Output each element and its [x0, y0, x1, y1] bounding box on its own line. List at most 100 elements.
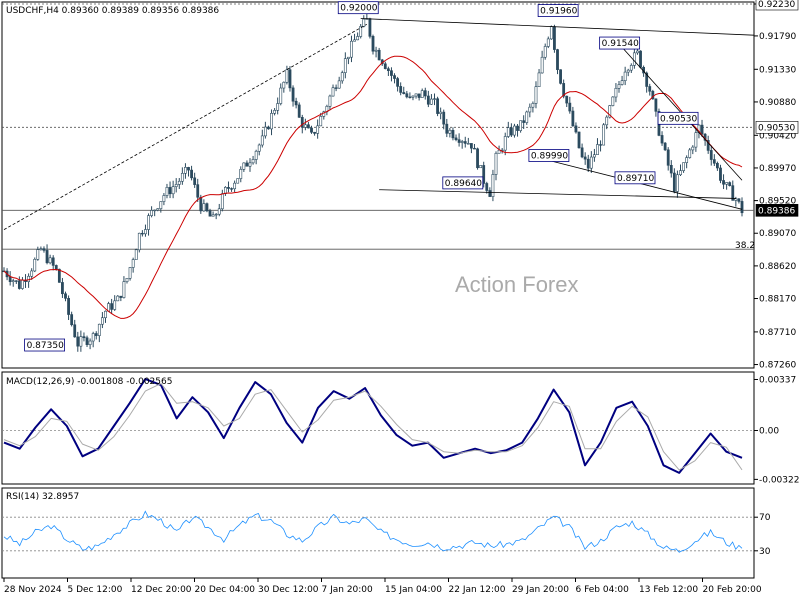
candle-body: [248, 162, 252, 167]
candle-body: [27, 275, 31, 282]
candle-body: [291, 87, 295, 102]
candle-body: [196, 184, 200, 198]
candle-body: [17, 280, 21, 289]
candle-body: [577, 131, 581, 149]
price-annotation-box: [528, 149, 570, 162]
candle-body: [426, 95, 430, 105]
candle-body: [589, 156, 593, 169]
candle-body: [187, 167, 190, 171]
candle-body: [522, 120, 526, 123]
candle-body: [171, 186, 175, 195]
price-level-box: [755, 121, 799, 134]
price-annotation-label: 0.89990: [531, 152, 568, 162]
candle-body: [356, 36, 360, 41]
trend-line-bottom: [379, 189, 736, 199]
candle-body: [11, 280, 15, 282]
candle-body: [73, 324, 77, 338]
candle-body: [519, 120, 523, 131]
x-tick-label: 6 Feb 04:00: [576, 585, 630, 595]
candle-body: [131, 259, 135, 268]
candle-body: [605, 116, 609, 126]
candle-body: [694, 132, 698, 148]
price-tick-label: 0.88620: [759, 262, 796, 272]
candle-body: [368, 18, 372, 37]
candle-body: [669, 164, 673, 174]
price-annotation-label: 0.89640: [445, 179, 482, 189]
candle-body: [466, 143, 470, 145]
candle-body: [706, 140, 710, 151]
x-tick-label: 28 Nov 2024: [4, 585, 62, 595]
candle-body: [734, 198, 738, 201]
candle-body: [79, 336, 83, 347]
candle-body: [91, 333, 95, 342]
candle-body: [8, 276, 12, 282]
candle-body: [300, 117, 304, 128]
candle-body: [227, 187, 230, 189]
rsi-panel-frame: [1, 487, 755, 579]
candle-body: [383, 63, 387, 70]
candle-body: [614, 88, 618, 98]
candle-body: [42, 248, 46, 251]
x-tick-label: 13 Feb 12:00: [639, 585, 698, 595]
candle-body: [279, 87, 283, 104]
candle-body: [144, 229, 147, 235]
price-annotation-box: [599, 36, 641, 50]
price-annotation-label: 0.91960: [540, 7, 577, 17]
candle-body: [685, 157, 689, 163]
candle-body: [497, 149, 501, 154]
price-annotation-label: 0.87350: [27, 341, 64, 351]
candle-body: [208, 210, 212, 217]
candle-body: [626, 69, 630, 73]
x-tick-label: 12 Dec 20:00: [131, 585, 192, 595]
candle-body: [531, 103, 535, 108]
candle-body: [153, 209, 157, 212]
candle-body: [700, 124, 704, 135]
candle-body: [725, 182, 729, 185]
price-level-label: 0.90530: [758, 123, 795, 133]
price-tick-label: 0.87710: [759, 328, 796, 338]
candle-body: [162, 195, 166, 202]
candle-body: [491, 174, 495, 197]
candle-body: [417, 93, 421, 98]
candle-body: [294, 100, 298, 106]
trend-line-top: [360, 18, 755, 36]
price-annotation-label: 0.91540: [602, 39, 639, 49]
candle-body: [282, 81, 286, 89]
candle-body: [666, 149, 670, 166]
candle-body: [688, 149, 692, 158]
candle-body: [636, 50, 639, 54]
candle-body: [457, 139, 461, 143]
candle-body: [596, 144, 599, 155]
x-tick-label: 29 Jan 20:00: [512, 585, 569, 595]
candle-body: [257, 144, 261, 152]
candle-body: [660, 135, 664, 144]
candle-body: [488, 190, 492, 197]
candle-body: [420, 90, 424, 98]
candle-body: [679, 170, 682, 176]
candle-body: [546, 38, 550, 47]
price-annotation-label: 0.89710: [617, 174, 654, 184]
candle-body: [651, 90, 655, 100]
moving-average-line: [3, 55, 743, 319]
candle-body: [737, 198, 741, 202]
macd-signal-line: [3, 383, 743, 471]
price-annotation-label: 0.90530: [660, 114, 697, 124]
price-level-box: [755, 0, 799, 11]
candle-body: [21, 279, 24, 289]
candle-body: [276, 103, 280, 111]
candle-body: [190, 169, 193, 179]
candle-body: [174, 184, 178, 187]
price-level-box: [755, 204, 799, 217]
candle-body: [540, 56, 544, 74]
candle-body: [433, 98, 436, 100]
rsi-title: RSI(14) 32.8957: [6, 492, 79, 502]
price-annotation-label: 0.92000: [340, 4, 377, 14]
candle-body: [565, 95, 569, 104]
candle-body: [414, 93, 418, 97]
candle-body: [233, 182, 237, 190]
candle-body: [528, 106, 532, 113]
candle-body: [436, 98, 439, 114]
candle-body: [371, 36, 375, 52]
